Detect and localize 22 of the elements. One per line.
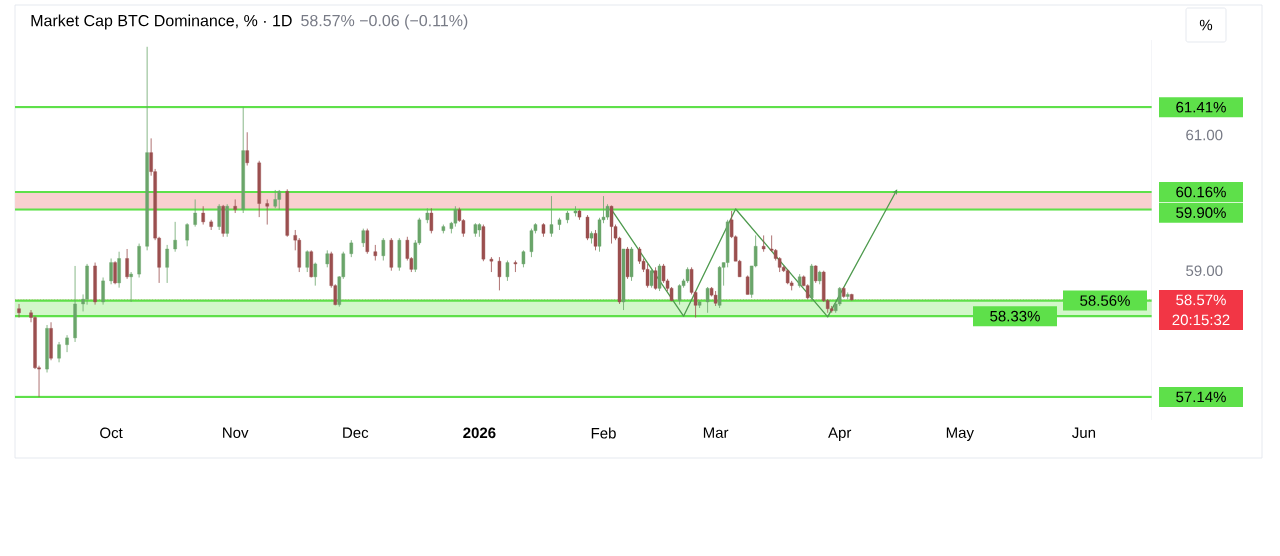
ref-line-label: 61.41% [1176,101,1226,113]
y-tick-label: 59.00 [1186,265,1223,277]
x-tick-label: Apr [828,427,852,441]
y-tick-label: 61.00 [1186,129,1223,141]
ref-line-label: 58.56% [1080,295,1130,306]
ref-line-label: 58.57% [1176,294,1226,306]
x-tick-label: Feb [591,427,616,439]
text: % [1199,19,1213,31]
x-tick-label: Oct [100,427,123,439]
x-tick-label: Jun [1072,427,1096,438]
x-tick-label: 2026 [463,427,496,439]
x-tick-label: Dec [343,427,369,438]
ref-line-label: 58.33% [990,310,1040,322]
x-tick-label: May [946,427,974,441]
ref-line-label: 60.16% [1176,186,1226,198]
ref-line-label: 57.14% [1176,391,1226,403]
ref-line-label: 59.90% [1176,207,1226,218]
chart-title: Market Cap BTC Dominance, % · 1D [31,14,292,30]
x-tick-label: Mar [703,427,729,438]
x-tick-label: Nov [223,427,249,438]
text: 20:15:32 [1172,314,1230,326]
chart-subtitle: 58.57% −0.06 (−0.11%) [301,14,468,30]
